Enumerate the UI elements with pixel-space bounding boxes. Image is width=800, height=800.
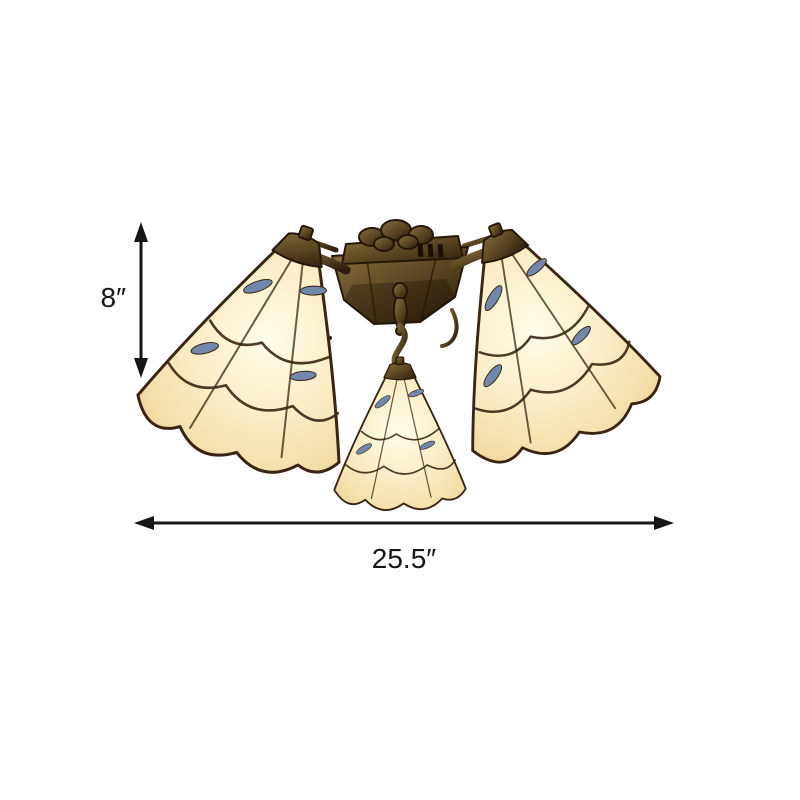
height-dimension: 8″: [101, 222, 148, 378]
right-arrowhead-icon: [654, 516, 674, 530]
height-dimension-label: 8″: [101, 282, 127, 313]
crest-bud: [373, 236, 395, 252]
canopy-scroll-curl-right: [440, 308, 459, 348]
up-arrowhead-icon: [134, 222, 148, 242]
left-arrowhead-icon: [134, 516, 154, 530]
canopy-facet-line: [365, 252, 377, 323]
width-dimension: 25.5″: [134, 516, 674, 574]
lamp-shade-center: [333, 356, 467, 511]
ceiling-lamp: [125, 187, 674, 511]
width-dimension-label: 25.5″: [372, 543, 436, 574]
crest-pierced-slots: [417, 243, 444, 258]
canopy-facet-line: [420, 248, 439, 322]
crest-bud: [397, 234, 419, 250]
canopy-floral-crest: [341, 219, 464, 265]
down-arrowhead-icon: [134, 358, 148, 378]
